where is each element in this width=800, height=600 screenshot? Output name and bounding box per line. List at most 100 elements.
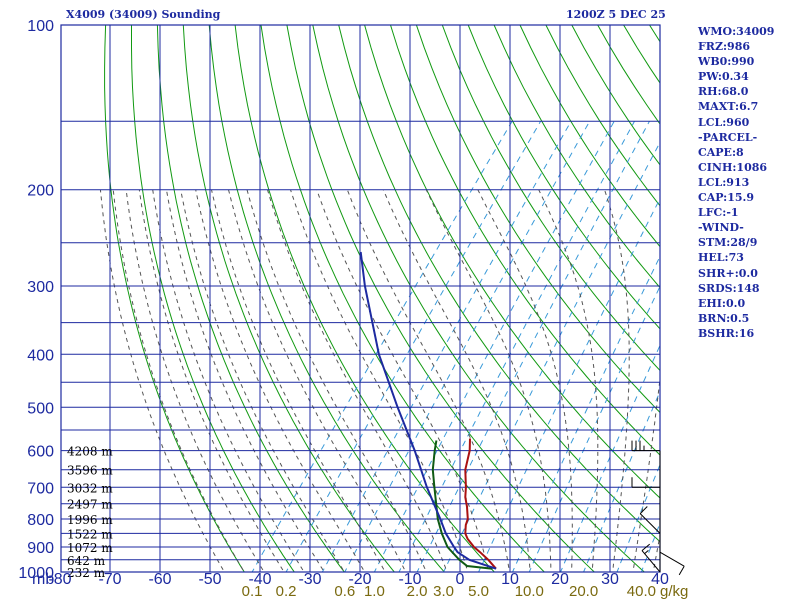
pressure-tick-label: 600 (27, 444, 54, 461)
wind-barb-flag (678, 565, 685, 576)
dry-adiabat (131, 25, 295, 572)
moist-adiabat (632, 374, 660, 572)
plot-border (60, 24, 661, 573)
mixing-ratio-tick-label: 0.2 (276, 583, 297, 600)
moist-adiabat (112, 189, 245, 572)
mixing-ratio-tick-label: 40.0 (627, 583, 656, 600)
moist-adiabat (425, 189, 552, 572)
pressure-tick-label: 100 (27, 18, 54, 35)
pressure-tick-label: 500 (27, 400, 54, 417)
dry-adiabat (779, 25, 800, 584)
pressure-tick-label: 800 (27, 512, 54, 529)
stat-item: STM:28/9 (698, 236, 758, 250)
dry-adiabat (364, 25, 660, 499)
temperature-tick-label: 0 (456, 571, 465, 588)
temperature-tick-label: 10 (501, 571, 519, 588)
y-axis-label: mb (32, 571, 54, 588)
sounding-profiles (359, 251, 497, 570)
height-label: 232 m (67, 566, 106, 580)
stat-item: WMO:34009 (698, 25, 775, 38)
parcel-line (359, 251, 497, 570)
moist-adiabat (290, 189, 469, 572)
stat-item: FRZ:986 (698, 40, 751, 54)
pressure-tick-label: 300 (27, 279, 54, 296)
wind-barb (659, 551, 685, 576)
grid-lines (60, 24, 661, 573)
pressure-tick-label: 700 (27, 480, 54, 497)
dry-adiabat (182, 25, 395, 572)
height-label: 1072 m (67, 541, 113, 555)
temperature-tick-label: -50 (198, 571, 221, 588)
stat-item: LCL:913 (698, 175, 750, 189)
wind-barb-flag (644, 550, 649, 554)
pressure-tick-label: 400 (27, 347, 54, 364)
wind-barb (641, 543, 661, 573)
moist-adiabat (180, 189, 345, 572)
moist-adiabat (316, 189, 490, 572)
dry-adiabat (286, 25, 596, 572)
temperature-tick-label: -30 (298, 571, 321, 588)
temperature-tick-label: -10 (398, 571, 421, 588)
mixing-ratio-tick-label: 0.6 (334, 583, 355, 600)
moist-adiabat (604, 189, 630, 572)
pressure-tick-label: 1000 (18, 565, 54, 582)
wind-barb (631, 477, 660, 488)
stat-item: BSHR:16 (698, 326, 755, 340)
stat-item: WB0:990 (698, 55, 755, 69)
moist-adiabat (267, 189, 448, 572)
wind-barb-shaft (641, 550, 661, 573)
wind-barb (639, 506, 661, 534)
moist-adiabat (138, 189, 285, 572)
moist-adiabat (382, 189, 531, 572)
temperature-tick-label: -20 (348, 571, 371, 588)
mixing-ratio-tick-label: 10.0 (515, 583, 544, 600)
height-label: 3596 m (67, 464, 113, 478)
height-label: 2497 m (67, 498, 113, 512)
height-label: 3032 m (67, 481, 113, 495)
moist-adiabat (246, 189, 427, 572)
wind-profile (631, 440, 685, 576)
temperature-tick-label: -80 (48, 571, 71, 588)
sounding-title: X4009 (34009) Sounding (66, 8, 221, 21)
moist-adiabat (152, 189, 305, 572)
stat-item: LFC:-1 (698, 206, 739, 220)
dry-adiabat (312, 25, 646, 572)
dry-adiabat (415, 25, 660, 414)
stat-item: CINH:1086 (698, 160, 768, 174)
height-label: 1996 m (67, 513, 113, 527)
stat-item: HEL:73 (698, 251, 744, 265)
stat-item: RH:68.0 (698, 85, 749, 99)
wind-barb (631, 440, 660, 452)
stat-item: PW:0.34 (698, 70, 749, 84)
moist-adiabat (99, 189, 225, 572)
dry-adiabat (493, 25, 660, 289)
dewpoint-line (431, 440, 493, 570)
dry-adiabat (260, 25, 545, 572)
mixing-ratio-tick-label: 0.1 (242, 583, 263, 600)
mixing-ratio-tick-label: 2.0 (407, 583, 428, 600)
dry-adiabat (208, 25, 445, 572)
mixing-ratio-tick-label: 5.0 (468, 583, 489, 600)
sounding-time: 1200Z 5 DEC 25 (566, 8, 666, 21)
dry-adiabat (441, 25, 660, 372)
stat-item: LCL:960 (698, 115, 750, 129)
temperature-tick-label: -40 (248, 571, 271, 588)
dry-adiabat (234, 25, 495, 572)
moist-adiabat (125, 189, 265, 572)
moist-adiabat (652, 532, 660, 572)
dry-adiabat (390, 25, 660, 456)
mixing-ratio-tick-label: 20.0 (569, 583, 598, 600)
height-label: 1522 m (67, 527, 113, 541)
dry-adiabat (467, 25, 660, 330)
dry-adiabats (104, 25, 800, 584)
stat-item: MAXT:6.7 (698, 100, 759, 114)
stats-panel: WMO:34009 FRZ:986 WB0:990 PW:0.34 RH:68.0 MAX… (698, 24, 774, 341)
temperature-tick-label: -70 (98, 571, 121, 588)
temperature-tick-label: 20 (551, 571, 569, 588)
stat-item: SRDS:148 (698, 281, 760, 295)
stat-item: BRN:0.5 (698, 311, 750, 325)
moist-adiabat (538, 189, 599, 572)
